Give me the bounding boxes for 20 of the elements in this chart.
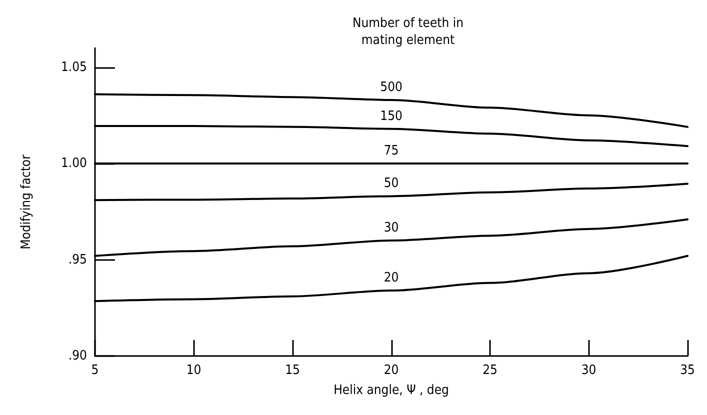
series-label: 30 bbox=[384, 220, 399, 236]
series-label: 150 bbox=[380, 108, 402, 124]
x-tick-label: 5 bbox=[91, 363, 99, 378]
series-label: 500 bbox=[380, 80, 402, 95]
legend-title: Number of teeth in mating element bbox=[352, 16, 464, 48]
y-tick-label: 1.00 bbox=[60, 156, 87, 171]
series-label: 75 bbox=[384, 144, 399, 158]
series-label: 50 bbox=[384, 176, 399, 192]
y-tick-label: .90 bbox=[68, 348, 87, 364]
y-axis-title: Modifying factor bbox=[19, 154, 34, 250]
x-tick-label: 10 bbox=[186, 363, 202, 378]
x-tick-label: 15 bbox=[285, 363, 300, 378]
x-tick-label: 30 bbox=[581, 363, 596, 378]
series-label: 20 bbox=[384, 270, 399, 286]
y-tick-label: .95 bbox=[68, 252, 87, 268]
x-tick-label: 25 bbox=[482, 363, 498, 378]
x-tick-label: 35 bbox=[680, 363, 696, 378]
x-axis-title: Helix angle, Ψ , deg bbox=[334, 383, 449, 398]
x-tick-label: 20 bbox=[384, 363, 399, 378]
y-tick-label: 1.05 bbox=[60, 60, 87, 75]
